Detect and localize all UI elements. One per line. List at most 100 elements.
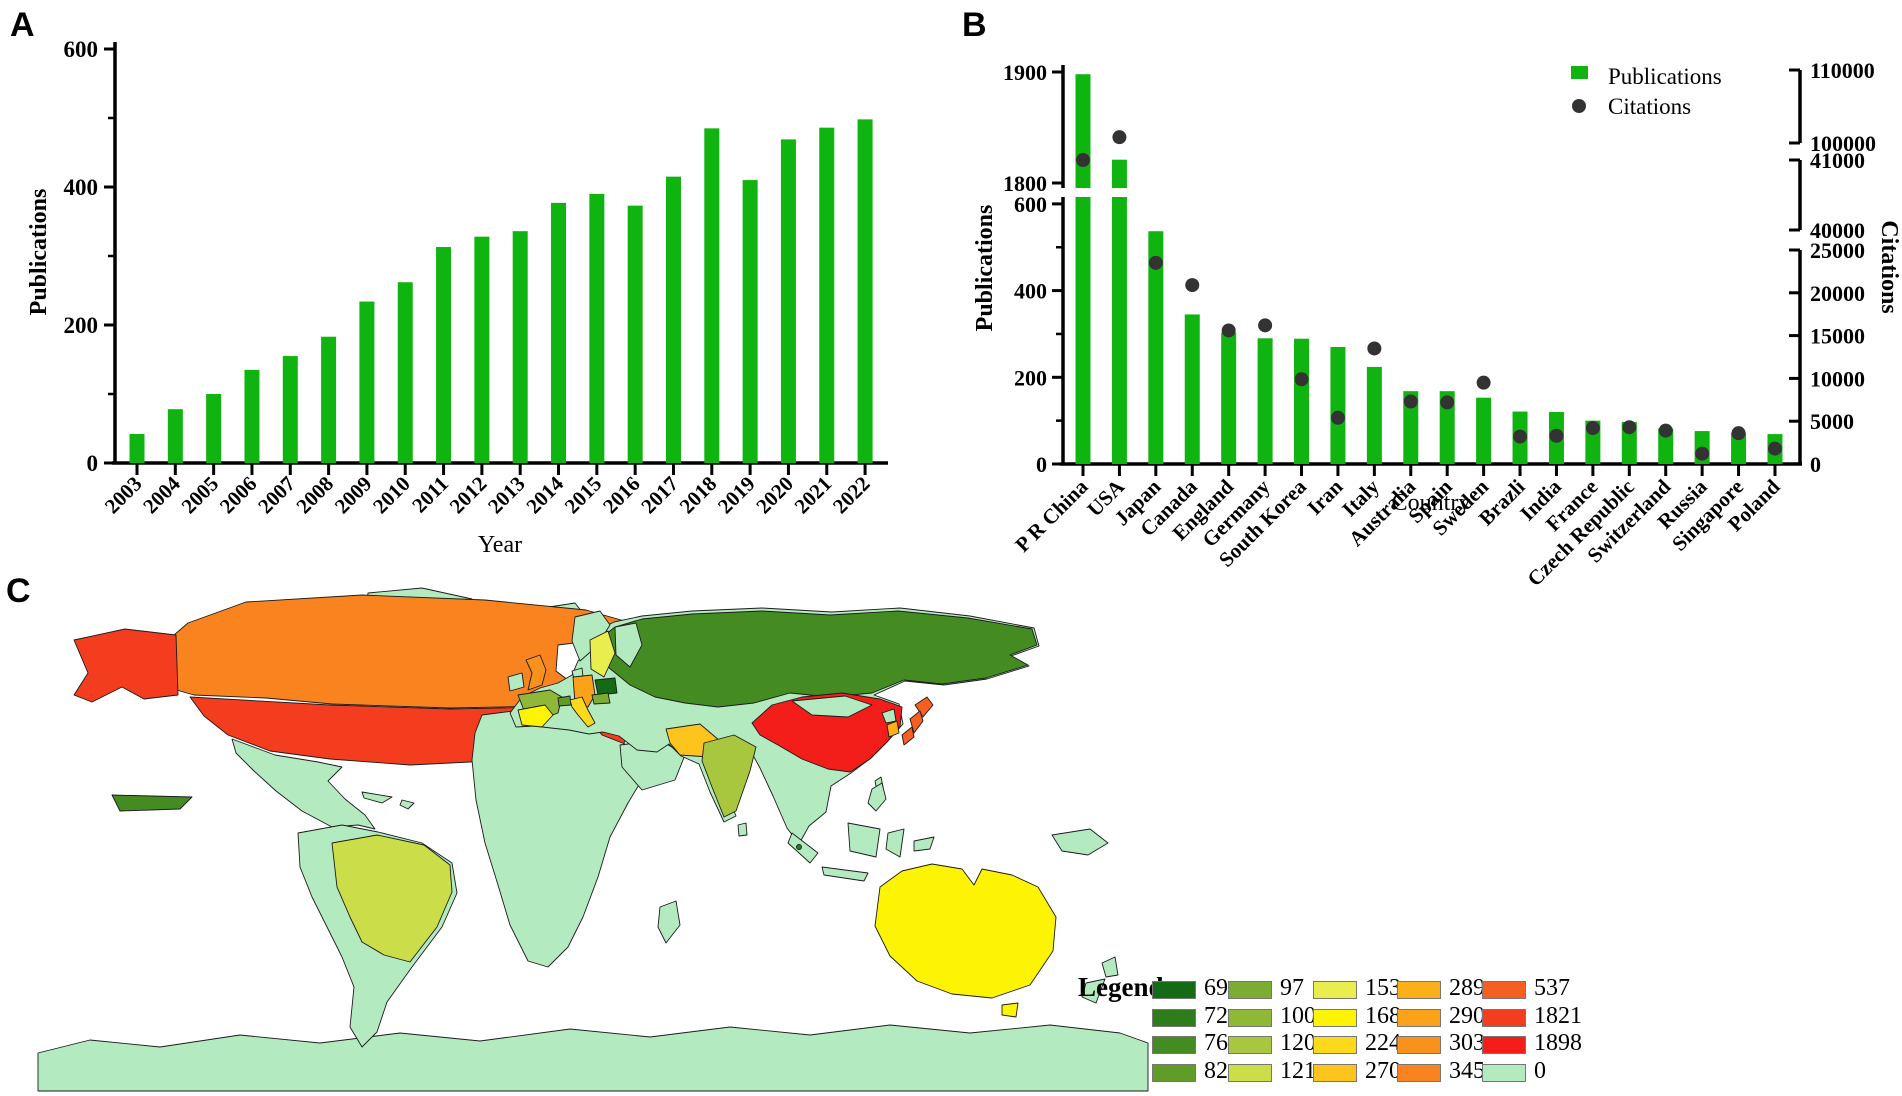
- citations-dot-Czech Republic: [1622, 420, 1637, 435]
- map-legend-value-82: 82: [1204, 1058, 1228, 1085]
- panel-a-x-tick-2006: 2006: [215, 472, 262, 519]
- panel-b-left-tick-600: 600: [1014, 192, 1047, 217]
- bar-Sweden: [1476, 397, 1492, 464]
- map-new-zealand-south: [1081, 978, 1106, 1004]
- panel-b-left-tick-1900: 1900: [1003, 60, 1047, 85]
- panel-b-right-tick-5000: 5000: [1810, 409, 1854, 434]
- panel-a-x-tick-2014: 2014: [521, 471, 568, 518]
- bar-2012: [474, 236, 490, 463]
- bar-England: [1221, 332, 1237, 464]
- panel-b-x-axis-title: Country: [1392, 490, 1471, 516]
- citations-dot-Sweden: [1476, 375, 1491, 390]
- panel-a-x-tick-2017: 2017: [636, 472, 683, 519]
- map-legend-swatch-303: [1397, 1036, 1441, 1055]
- citations-dot-Russia: [1695, 446, 1710, 461]
- bar-2008: [321, 336, 337, 463]
- map-legend-value-289: 289: [1449, 975, 1485, 1001]
- panel-b-right-tick-110000: 110000: [1810, 58, 1875, 83]
- map-country-singapore: [796, 844, 802, 850]
- legend-citations-label: Citations: [1608, 94, 1691, 119]
- map-legend-value-121: 121: [1280, 1058, 1316, 1085]
- panel-b-right-axis-title: Citations: [1876, 220, 1902, 313]
- bar-2019: [742, 180, 758, 463]
- panel-b-label: B: [962, 6, 987, 44]
- panel-c-label: C: [6, 572, 31, 610]
- map-legend-value-97: 97: [1280, 975, 1304, 1001]
- bar-2015: [589, 193, 605, 463]
- map-country-italy: [569, 696, 596, 728]
- map-legend-swatch-1898: [1482, 1036, 1526, 1055]
- panel-a-x-axis-title: Year: [478, 532, 522, 558]
- panel-b-left-tick-400: 400: [1014, 279, 1047, 304]
- panel-a-y-tick-0: 0: [87, 451, 99, 476]
- panel-a-y-axis-title: Publications: [26, 189, 52, 316]
- map-new-guinea: [1051, 828, 1109, 856]
- bar-2005: [206, 394, 222, 463]
- panel-a-x-tick-2003: 2003: [100, 472, 147, 519]
- map-africa: [471, 706, 649, 968]
- bar-2021: [819, 127, 835, 463]
- bar-2004: [167, 409, 183, 463]
- map-legend-value-72: 72: [1204, 1002, 1228, 1029]
- bar-P R China-lower: [1075, 197, 1091, 464]
- map-legend-value-290: 290: [1449, 1002, 1485, 1029]
- map-legend-swatch-345: [1397, 1064, 1441, 1083]
- panel-b-left-tick-1800: 1800: [1003, 171, 1047, 196]
- bar-2011: [436, 247, 452, 463]
- map-legend-swatch-290: [1397, 1008, 1441, 1027]
- map-legend-swatch-224: [1313, 1036, 1357, 1055]
- map-legend-value-303: 303: [1449, 1030, 1485, 1057]
- map-country-india: [701, 734, 757, 818]
- bar-2020: [780, 139, 796, 463]
- panel-b-right-tick-0: 0: [1810, 452, 1821, 477]
- citations-dot-USA: [1112, 130, 1127, 145]
- map-legend-swatch-537: [1482, 981, 1526, 999]
- panel-b-right-tick-100000: 100000: [1810, 131, 1876, 156]
- citations-dot-England: [1221, 323, 1236, 338]
- citations-dot-South Korea: [1294, 372, 1309, 387]
- panel-a-x-tick-2010: 2010: [368, 472, 415, 519]
- map-legend-value-270: 270: [1365, 1058, 1401, 1085]
- bar-2022: [857, 119, 873, 463]
- map-legend-swatch-120: [1228, 1036, 1272, 1055]
- map-legend-value-345: 345: [1449, 1058, 1485, 1085]
- bar-2006: [244, 369, 260, 463]
- panel-b-right-tick-10000: 10000: [1810, 366, 1865, 391]
- panel-a-x-tick-2021: 2021: [790, 472, 837, 519]
- bar-Italy: [1366, 366, 1382, 464]
- map-legend-value-69: 69: [1204, 975, 1228, 1001]
- map-legend-value-1821: 1821: [1534, 1002, 1582, 1029]
- map-legend-swatch-0: [1482, 1064, 1526, 1083]
- map-maluku: [913, 836, 935, 852]
- map-legend-swatch-270: [1313, 1064, 1357, 1083]
- panel-b-x-tick-P R China: P R China: [1010, 474, 1093, 557]
- panel-b-right-tick-25000: 25000: [1810, 238, 1865, 263]
- panel-b-right-tick-41000: 41000: [1810, 148, 1865, 173]
- panel-a-x-tick-2015: 2015: [560, 472, 607, 519]
- bar-South Korea: [1294, 338, 1310, 464]
- panel-a-x-tick-2009: 2009: [330, 472, 377, 519]
- map-country-china: [751, 692, 903, 773]
- bar-Singapore: [1731, 432, 1747, 464]
- panel-a-x-tick-2018: 2018: [675, 472, 722, 519]
- panel-a-y-tick-400: 400: [64, 175, 99, 200]
- citations-dot-Brazli: [1513, 429, 1528, 444]
- bar-Spain: [1439, 391, 1455, 464]
- bar-USA-upper: [1111, 159, 1127, 188]
- map-sumatra: [787, 832, 819, 864]
- panel-b-left-tick-0: 0: [1036, 452, 1047, 477]
- map-legend-value-537: 537: [1534, 975, 1570, 1001]
- map-alaska-usa: [73, 628, 179, 703]
- map-tasmania: [1001, 1002, 1019, 1018]
- citations-dot-Singapore: [1731, 426, 1746, 441]
- citations-dot-Spain: [1440, 395, 1455, 410]
- map-legend-value-224: 224: [1365, 1030, 1401, 1057]
- map-legend-swatch-69: [1152, 981, 1196, 999]
- citations-dot-Germany: [1258, 318, 1273, 333]
- map-legend-value-153: 153: [1365, 975, 1401, 1001]
- map-mexico-central-america: [231, 738, 376, 830]
- map-new-zealand-north: [1101, 956, 1119, 978]
- citations-dot-France: [1585, 421, 1600, 436]
- citations-dot-Japan: [1148, 255, 1163, 270]
- citations-dot-India: [1549, 428, 1564, 443]
